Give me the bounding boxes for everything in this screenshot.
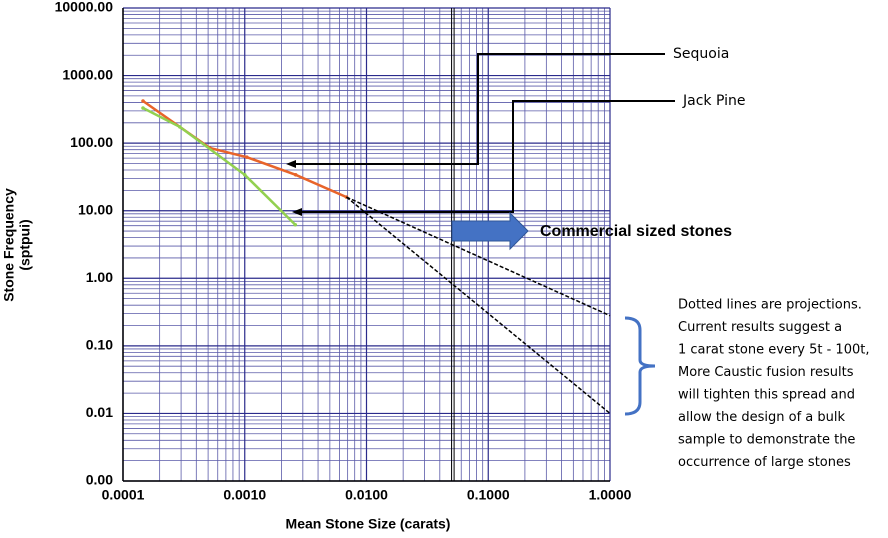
- note-line: sample to demonstrate the: [678, 433, 855, 448]
- note-line: Dotted lines are projections.: [678, 298, 862, 313]
- point: [245, 155, 249, 159]
- note-line: allow the design of a bulk: [678, 410, 845, 425]
- point: [141, 106, 145, 110]
- y-tick-label: 0.10: [86, 337, 113, 353]
- series-line: [346, 196, 611, 415]
- x-tick-label: 1.0000: [589, 487, 632, 503]
- point: [242, 173, 247, 177]
- y-tick-label: 0.01: [86, 404, 113, 420]
- note-line: More Caustic fusion results: [678, 365, 854, 380]
- x-tick-label: 0.0100: [345, 487, 388, 503]
- y-tick-label: 10.00: [78, 201, 113, 217]
- y-tick-label: 1.00: [86, 269, 113, 285]
- arrow-label: Commercial sized stones: [540, 223, 732, 240]
- note-line: occurrence of large stones: [678, 455, 851, 470]
- y-axis-label: Stone Frequency: [1, 188, 17, 302]
- bracket: [624, 316, 656, 416]
- x-axis-label: Mean Stone Size (carats): [286, 516, 451, 532]
- y-tick-label: 100.00: [70, 134, 113, 150]
- x-tick-label: 0.0010: [223, 487, 266, 503]
- callout-line: [292, 53, 665, 165]
- y-tick-label: 0.00: [86, 472, 113, 488]
- point: [293, 222, 298, 227]
- series-line: [142, 106, 297, 226]
- point: [141, 99, 145, 103]
- note-line: will tighten this spread and: [678, 388, 855, 403]
- point: [293, 173, 298, 177]
- series-label: Sequoia: [673, 46, 729, 62]
- arrow-head: [286, 160, 296, 168]
- y-axis-label: (sptpui): [17, 219, 33, 270]
- point: [178, 125, 182, 129]
- note-line: 1 carat stone every 5t - 100t,: [678, 343, 869, 358]
- x-tick-label: 0.1000: [467, 487, 510, 503]
- plot: [141, 8, 611, 481]
- series-line: [346, 196, 611, 317]
- grid: [122, 7, 611, 482]
- x-tick-label: 0.0001: [102, 487, 145, 503]
- series-label: Jack Pine: [682, 93, 745, 109]
- y-tick-label: 1000.00: [62, 66, 113, 82]
- note-line: Current results suggest a: [678, 320, 842, 335]
- callout-line: [298, 100, 675, 213]
- y-tick-label: 10000.00: [55, 0, 114, 15]
- arrow-head: [292, 208, 302, 216]
- block-arrow: [451, 211, 529, 251]
